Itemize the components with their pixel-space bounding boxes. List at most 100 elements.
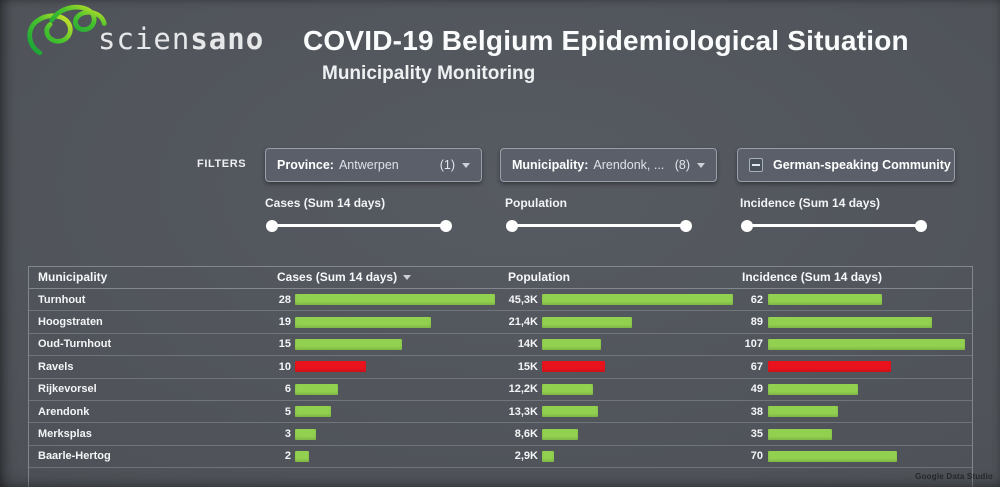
column-header-cases[interactable]: Cases (Sum 14 days) <box>277 270 412 284</box>
incidence-bar <box>768 361 892 373</box>
municipality-name: Rijkevorsel <box>38 383 97 396</box>
sciensano-logo: sciensano <box>26 2 264 64</box>
cases-value: 5 <box>284 405 291 418</box>
slider-handle-min[interactable] <box>741 219 753 232</box>
incidence-value: 70 <box>750 450 763 463</box>
incidence-bar <box>768 294 883 306</box>
municipality-name: Arendonk <box>38 405 90 418</box>
cases-bar <box>295 338 403 350</box>
column-header-population[interactable]: Population <box>508 270 570 284</box>
sort-descending-icon <box>403 275 412 281</box>
population-bar <box>542 294 733 306</box>
cases-value: 6 <box>284 383 291 396</box>
slider-handle-min[interactable] <box>266 219 278 232</box>
slider-handle-max[interactable] <box>915 219 927 232</box>
chevron-down-icon <box>697 162 705 168</box>
page-subtitle: Municipality Monitoring <box>322 63 536 84</box>
municipality-table: Municipality Cases (Sum 14 days) Populat… <box>28 266 973 487</box>
german-community-filter-label: German-speaking Community <box>773 158 951 172</box>
population-value: 13,3K <box>508 405 538 418</box>
logo-wordmark: sciensano <box>98 22 265 56</box>
population-value: 21,4K <box>508 316 538 329</box>
province-filter-value: Antwerpen <box>338 158 399 172</box>
incidence-value: 67 <box>750 360 763 373</box>
slider-track <box>506 219 692 232</box>
population-bar <box>542 361 606 373</box>
municipality-name: Turnhout <box>38 293 86 306</box>
population-value: 12,2K <box>508 383 538 396</box>
table-row: Arendonk 5 13,3K 38 <box>29 401 972 424</box>
incidence-slider-label: Incidence (Sum 14 days) <box>740 196 881 210</box>
column-header-incidence[interactable]: Incidence (Sum 14 days) <box>742 270 883 284</box>
slider-track <box>741 219 927 232</box>
population-value: 45,3K <box>508 293 538 306</box>
table-row: Oud-Turnhout 15 14K 107 <box>29 334 972 357</box>
cases-bar <box>295 294 495 306</box>
population-value: 8,6K <box>514 428 538 441</box>
table-row: Hoogstraten 19 21,4K 89 <box>29 311 972 334</box>
table-row: Turnhout 28 45,3K 62 <box>29 289 972 312</box>
province-filter-label: Province: <box>277 158 334 172</box>
slider-track <box>266 219 452 232</box>
population-bar <box>542 450 555 462</box>
municipality-filter-value: Arendonk, ... <box>593 158 665 172</box>
cases-value: 28 <box>278 293 291 306</box>
cases-value: 19 <box>278 316 291 329</box>
cases-bar <box>295 406 331 418</box>
cases-bar <box>295 361 367 373</box>
incidence-value: 107 <box>744 338 763 351</box>
population-range-slider <box>506 219 692 232</box>
population-bar <box>542 316 633 328</box>
column-header-municipality[interactable]: Municipality <box>38 270 108 284</box>
province-filter-dropdown[interactable]: Province: Antwerpen (1) <box>265 148 482 182</box>
cases-value: 3 <box>284 428 291 441</box>
population-value: 15K <box>517 360 538 373</box>
municipality-filter-dropdown[interactable]: Municipality: Arendonk, ... (8) <box>500 148 717 182</box>
population-bar <box>542 383 594 395</box>
population-slider-label: Population <box>505 196 567 210</box>
incidence-bar <box>768 383 859 395</box>
population-value: 14K <box>517 338 538 351</box>
incidence-range-slider <box>741 219 927 232</box>
cases-bar <box>295 428 317 440</box>
slider-handle-max[interactable] <box>440 219 452 232</box>
cases-range-slider <box>266 219 452 232</box>
municipality-filter-count: (8) <box>674 158 690 172</box>
german-community-filter[interactable]: German-speaking Community <box>737 148 955 182</box>
cases-bar <box>295 316 431 328</box>
incidence-value: 89 <box>750 316 763 329</box>
incidence-bar <box>768 406 838 418</box>
municipality-name: Baarle-Hertog <box>38 450 111 463</box>
table-row: Merksplas 3 8,6K 35 <box>29 423 972 446</box>
population-bar <box>542 338 602 350</box>
table-row: Ravels 10 15K 67 <box>29 356 972 379</box>
incidence-value: 49 <box>750 383 763 396</box>
indeterminate-checkbox-icon[interactable] <box>749 158 763 172</box>
population-bar <box>542 406 599 418</box>
cases-bar <box>295 450 310 462</box>
municipality-name: Oud-Turnhout <box>38 338 112 351</box>
municipality-filter-label: Municipality: <box>512 158 589 172</box>
incidence-value: 62 <box>750 293 763 306</box>
cases-value: 15 <box>278 338 291 351</box>
google-data-studio-attribution: Google Data Studio <box>915 472 993 481</box>
slider-handle-max[interactable] <box>680 219 692 232</box>
cases-value: 2 <box>284 450 291 463</box>
cases-value: 10 <box>278 360 291 373</box>
cases-slider-label: Cases (Sum 14 days) <box>265 196 386 210</box>
slider-handle-min[interactable] <box>506 219 518 232</box>
sciensano-leaf-icon <box>27 4 107 56</box>
table-row: Baarle-Hertog 2 2,9K 70 <box>29 446 972 469</box>
incidence-value: 38 <box>750 405 763 418</box>
incidence-bar <box>768 316 932 328</box>
incidence-value: 35 <box>750 428 763 441</box>
cases-bar <box>295 383 338 395</box>
chevron-down-icon <box>462 162 470 168</box>
municipality-name: Ravels <box>38 360 74 373</box>
province-filter-count: (1) <box>439 158 455 172</box>
filters-section-label: FILTERS <box>197 158 247 170</box>
municipality-name: Hoogstraten <box>38 316 103 329</box>
municipality-name: Merksplas <box>38 428 92 441</box>
incidence-bar <box>768 450 897 462</box>
table-header-row: Municipality Cases (Sum 14 days) Populat… <box>29 267 972 289</box>
